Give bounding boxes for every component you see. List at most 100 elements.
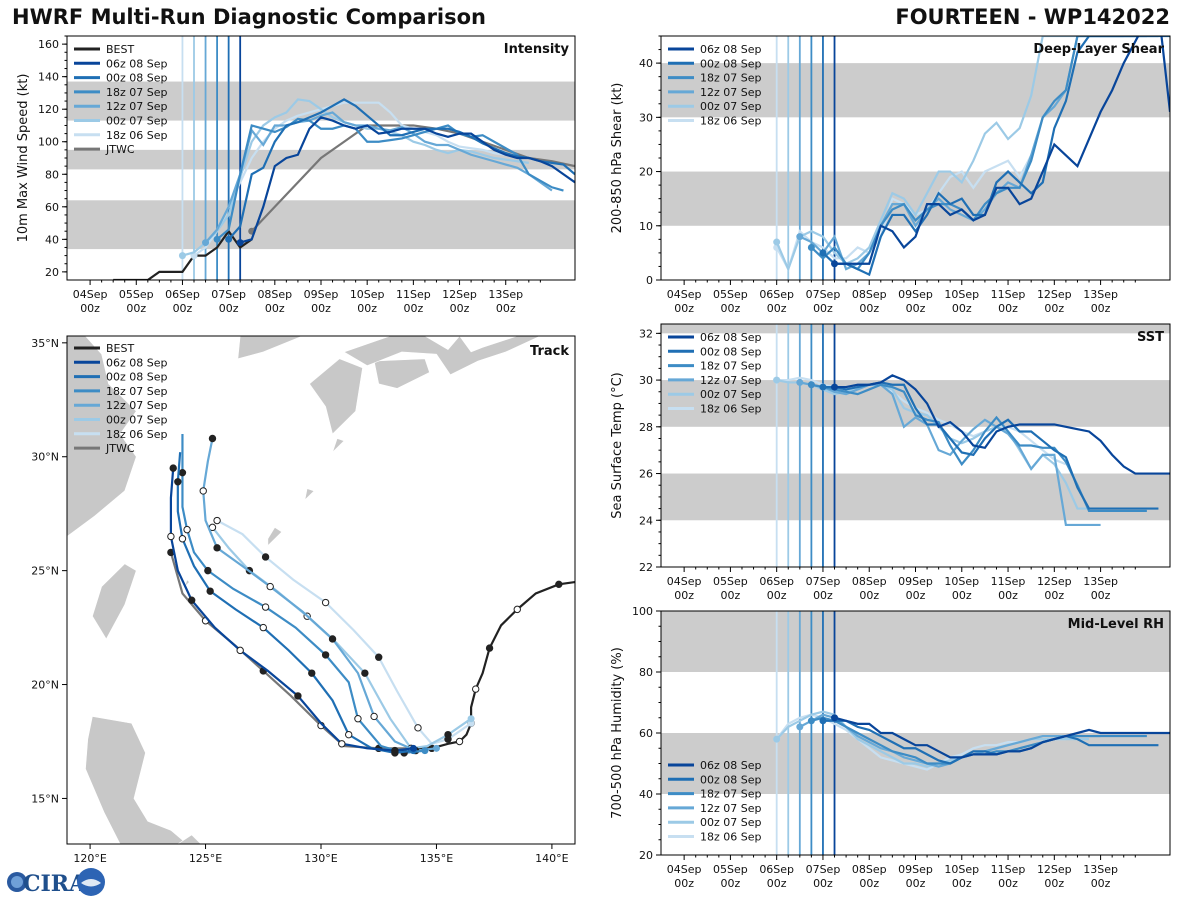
track-xtick-label: 125°E [189,852,222,865]
rh-xtick-sublabel: 00z [1044,877,1064,890]
shear-legend-label: 18z 06 Sep [700,115,762,128]
sst-xtick-label: 04Sep [667,575,702,588]
shear-run-line [822,36,1170,277]
shear-xtick-label: 04Sep [667,288,702,301]
rh-xtick-sublabel: 00z [952,877,972,890]
sst-xtick-sublabel: 00z [1044,589,1064,602]
rh-run-start [807,717,815,725]
track-run-line-point [167,532,175,541]
intensity-ylabel: 10m Max Wind Speed (kt) [16,74,31,243]
sst-xtick-sublabel: 00z [674,589,694,602]
intensity-legend-label: 00z 07 Sep [106,115,168,128]
rh-run-start [819,717,827,725]
track-best-line-point [555,580,563,589]
rh-legend-label: 06z 08 Sep [700,759,762,772]
sst-run-start [819,383,827,391]
rh-xtick-sublabel: 00z [1091,877,1111,890]
track-best-line-point [455,737,464,746]
rh-xtick-sublabel: 00z [998,877,1018,890]
intensity-legend-label: BEST [106,43,134,56]
intensity-legend-label: 18z 07 Sep [106,86,168,99]
intensity-xtick-label: 07Sep [211,288,246,301]
rh-xtick-sublabel: 00z [674,877,694,890]
track-run-line-point [236,646,244,655]
rh-legend-label: 00z 07 Sep [700,816,762,829]
track-best-line-point [485,644,494,652]
intensity-xtick-label: 08Sep [257,288,292,301]
shear-xtick-sublabel: 00z [906,302,926,315]
track-run-line-point [169,464,177,472]
track-xtick-label: 140°E [535,852,568,865]
shear-run-line [810,36,1159,271]
intensity-run-line [204,111,553,244]
sst-run-start [807,381,815,389]
sst-xtick-sublabel: 00z [721,589,741,602]
sst-xtick-sublabel: 00z [998,589,1018,602]
track-run-line-point [178,468,187,477]
rh-xtick-label: 08Sep [852,863,887,876]
rh-xtick-sublabel: 00z [859,877,879,890]
track-run-line-point [208,434,217,443]
rh-xtick-label: 13Sep [1083,863,1118,876]
shear-ytick-label: 20 [639,166,653,179]
intensity-ytick-label: 40 [45,233,59,246]
rh-band [661,611,1170,672]
rh-ytick-label: 100 [632,605,653,618]
intensity-xtick-label: 09Sep [304,288,339,301]
shear-legend-label: 06z 08 Sep [700,43,762,56]
sst-ylabel: Sea Surface Temp (°C) [610,372,625,519]
track-run-line-point [174,478,182,486]
sst-run-start [773,376,781,384]
land-shape [85,716,188,844]
track-run-line-point [261,553,270,561]
shear-xtick-label: 10Sep [944,288,979,301]
logo-text: CIRA [23,871,87,897]
shear-legend-label: 00z 08 Sep [700,57,762,70]
intensity-xtick-label: 04Sep [73,288,108,301]
track-ytick-label: 25°N [31,565,59,578]
intensity-xtick-sublabel: 00z [219,302,239,315]
sst-xtick-sublabel: 00z [906,589,926,602]
intensity-plot-area [67,36,575,280]
track-run-line-point [345,730,353,739]
track-xtick-label: 130°E [304,852,337,865]
intensity-band [67,200,575,250]
sst-xtick-label: 07Sep [806,575,841,588]
shear-xtick-label: 12Sep [1037,288,1072,301]
track-legend-label: 00z 08 Sep [106,371,168,384]
land-shape [92,563,137,640]
track-run-line-point [187,596,196,604]
track-legend-label: 18z 07 Sep [106,385,168,398]
track-run-start [467,715,475,723]
rh-panel-label: Mid-Level RH [1068,617,1164,632]
shear-run-start [773,238,781,246]
shear-xtick-sublabel: 00z [721,302,741,315]
shear-legend-label: 00z 07 Sep [700,100,762,113]
track-ytick-label: 35°N [31,337,59,350]
shear-xtick-label: 11Sep [991,288,1026,301]
track-run-line-point [375,653,383,661]
rh-xtick-label: 07Sep [806,863,841,876]
shear-ytick-label: 40 [639,57,653,70]
land-shape [267,526,283,547]
rh-ytick-label: 60 [639,727,653,740]
shear-run-start [831,260,839,268]
track-run-line-point [213,516,221,525]
track-run-line-point [206,587,214,595]
rh-legend-label: 18z 06 Sep [700,831,762,844]
shear-run-line [834,36,1170,265]
track-legend-label: 12z 07 Sep [106,399,168,412]
shear-panel-label: Deep-Layer Shear [1033,42,1164,57]
rh-legend-label: 12z 07 Sep [700,802,762,815]
intensity-ytick-label: 160 [38,38,59,51]
sst-legend-label: 00z 08 Sep [700,345,762,358]
sst-panel: 22242628303204Sep00z05Sep00z06Sep00z07Se… [610,323,1171,602]
sst-xtick-sublabel: 00z [1091,589,1111,602]
track-run-line-point [294,692,302,700]
track-run-line [202,438,437,752]
track-run-line-point [266,582,274,591]
rh-xtick-sublabel: 00z [767,877,787,890]
track-run-start [432,744,440,752]
intensity-xtick-label: 11Sep [396,288,431,301]
intensity-xtick-label: 10Sep [350,288,385,301]
